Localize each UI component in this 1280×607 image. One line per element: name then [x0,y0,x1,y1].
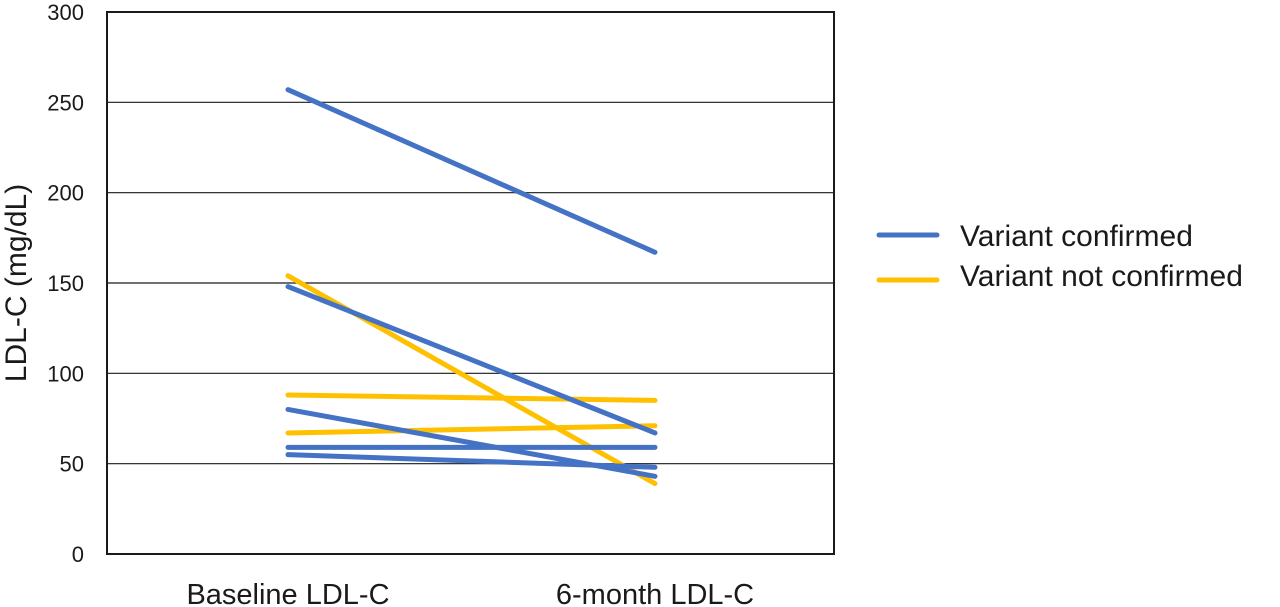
series-line [285,284,658,436]
series-lines [285,87,658,487]
y-tick-label: 0 [72,542,84,567]
y-tick-label: 200 [47,181,84,206]
y-tick-labels: 0 50 100 150 200 250 300 [47,0,84,567]
legend: Variant confirmed Variant not confirmed [876,220,1243,293]
y-tick-label: 250 [47,90,84,115]
y-tick-label: 150 [47,271,84,296]
legend-label-variant-not-confirmed: Variant not confirmed [960,260,1243,293]
legend-label-variant-confirmed: Variant confirmed [960,220,1193,253]
y-axis-title: LDL-C (mg/dL) [0,184,33,382]
y-tick-label: 50 [60,452,84,477]
x-category-label: 6-month LDL-C [556,579,754,607]
x-category-labels: Baseline LDL-C 6-month LDL-C [186,579,754,607]
y-tick-label: 100 [47,361,84,386]
series-line [285,452,658,470]
gridlines [107,101,834,465]
y-tick-label: 300 [47,0,84,25]
plot-area [106,11,835,555]
series-line [285,87,658,255]
series-line [285,423,658,436]
series-line [285,392,658,403]
x-category-label: Baseline LDL-C [186,579,389,607]
